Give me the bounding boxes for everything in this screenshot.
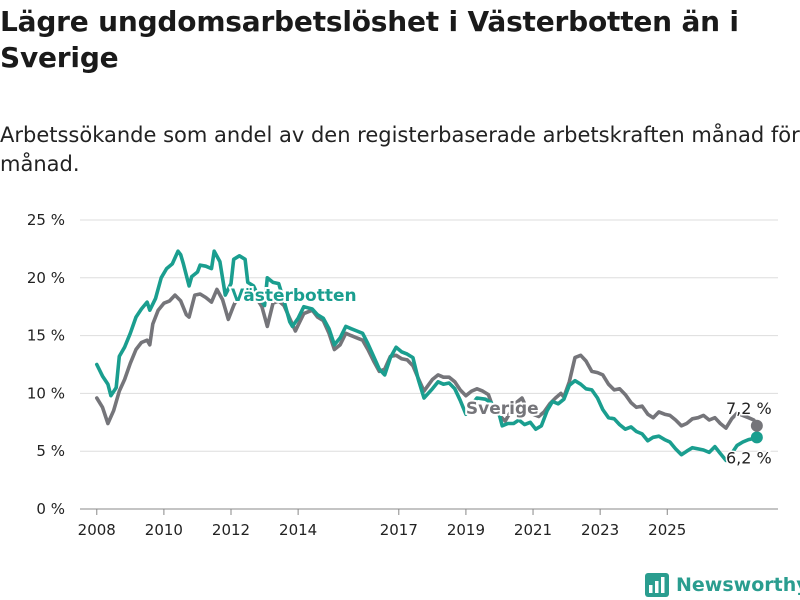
- newsworthy-logo-icon: [645, 573, 669, 597]
- x-tick-label: 2012: [212, 521, 250, 539]
- x-tick-label: 2014: [279, 521, 317, 539]
- end-dot-sverige: [750, 419, 763, 432]
- y-tick-label: 25 %: [27, 211, 65, 229]
- y-tick-label: 0 %: [36, 500, 65, 518]
- brand-footer: Newsworthy: [645, 570, 800, 600]
- end-dot-vasterbotten: [750, 431, 763, 444]
- x-tick-label: 2023: [581, 521, 619, 539]
- brand-name: Newsworthy: [676, 574, 800, 596]
- y-tick-label: 20 %: [27, 269, 65, 287]
- y-tick-label: 5 %: [36, 442, 65, 460]
- y-tick-label: 10 %: [27, 384, 65, 402]
- x-tick-label: 2019: [447, 521, 485, 539]
- chart-title: Lägre ungdomsarbetslöshet i Västerbotten…: [0, 5, 739, 74]
- x-tick-label: 2025: [648, 521, 686, 539]
- x-tick-label: 2021: [514, 521, 552, 539]
- chart-subtitle: Arbetssökande som andel av den registerb…: [0, 123, 800, 176]
- end-label-vasterbotten: 6,2 %: [726, 448, 772, 467]
- x-tick-label: 2017: [380, 521, 418, 539]
- series-label-vasterbotten: Västerbotten: [231, 286, 357, 306]
- x-tick-label: 2010: [145, 521, 183, 539]
- series-line-sverige: [95, 287, 759, 430]
- series-label-sverige: Sverige: [466, 399, 539, 419]
- x-tick-label: 2008: [78, 521, 116, 539]
- series-line-vasterbotten: [95, 249, 759, 463]
- y-tick-label: 15 %: [27, 327, 65, 345]
- end-label-sverige: 7,2 %: [726, 399, 772, 418]
